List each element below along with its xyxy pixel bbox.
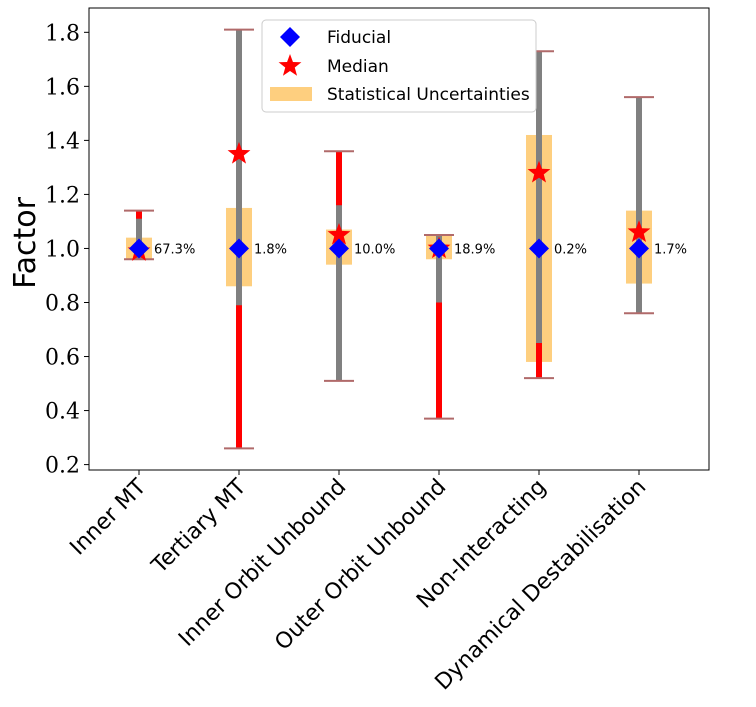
fiducial-marker [529, 238, 549, 259]
fiducial-marker [429, 238, 449, 259]
median-star [227, 141, 251, 164]
y-tick-label: 0.8 [45, 291, 80, 316]
percent-label: 1.7% [654, 242, 687, 257]
y-tick-label: 1.2 [45, 183, 80, 208]
legend-fiducial-label: Fiducial [327, 28, 391, 48]
category-label: Inner Orbit Unbound [174, 475, 351, 652]
percent-label: 67.3% [154, 242, 195, 257]
y-axis-title: Factor [8, 196, 43, 288]
y-tick-label: 1.8 [45, 21, 80, 46]
median-star [627, 220, 651, 242]
y-tick-label: 1.6 [45, 75, 80, 100]
fiducial-marker [129, 238, 149, 259]
legend: Fiducial Median Statistical Uncertaintie… [261, 19, 537, 113]
percent-label: 18.9% [454, 242, 495, 257]
plot-frame [88, 7, 710, 471]
category-label: Tertiary MT [147, 474, 252, 579]
category-label: Inner MT [65, 474, 151, 560]
y-tick-label: 1.0 [45, 237, 80, 262]
y-axis: 0.2 0.4 0.6 0.8 1.0 1.2 1.4 1.6 1.8 [45, 21, 89, 479]
y-tick-label: 0.6 [45, 346, 80, 371]
legend-fiducial-marker [280, 27, 300, 47]
median-star [527, 160, 551, 183]
y-tick-label: 0.4 [45, 400, 80, 425]
category-label: Dynamical Destabilisation [431, 475, 652, 696]
percent-label: 0.2% [554, 242, 587, 257]
legend-median-marker [278, 54, 302, 76]
y-tick-label: 1.4 [45, 129, 80, 154]
percent-label: 1.8% [254, 242, 287, 257]
category-label: Outer Orbit Unbound [270, 475, 451, 656]
legend-stat-marker [270, 87, 312, 101]
fiducial-marker [229, 238, 249, 259]
legend-frame [261, 19, 537, 113]
y-tick-label: 0.2 [45, 454, 80, 479]
fiducial-marker [629, 238, 649, 259]
median-star [327, 222, 351, 245]
plot-layer: 67.3% 1.8% 10.0% 18.9% 0.2% 1.7% [124, 28, 687, 450]
percent-label: 10.0% [354, 242, 395, 257]
fiducial-marker [329, 238, 349, 259]
legend-stat-label: Statistical Uncertainties [327, 85, 530, 105]
legend-median-label: Median [327, 57, 389, 77]
